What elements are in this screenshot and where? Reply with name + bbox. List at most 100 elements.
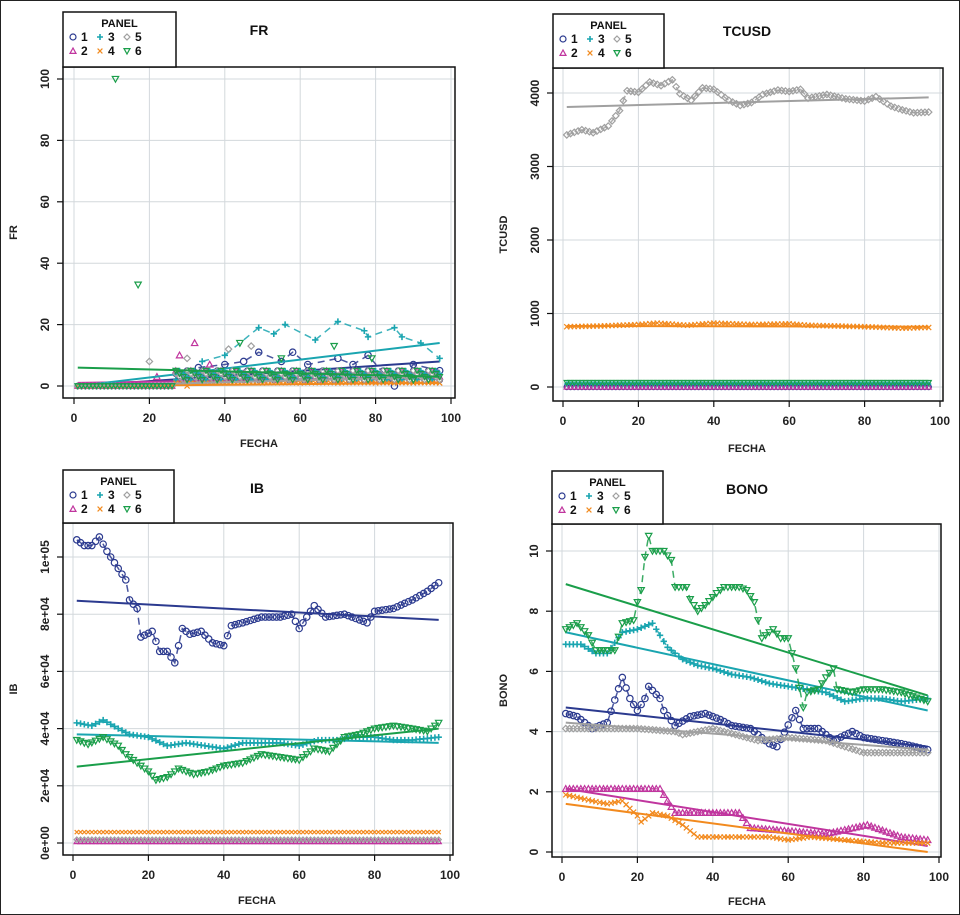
data-point bbox=[168, 829, 174, 835]
data-point bbox=[111, 75, 120, 84]
data-point bbox=[585, 645, 592, 653]
smooth-line bbox=[198, 351, 440, 388]
data-point bbox=[717, 90, 726, 99]
data-point bbox=[243, 829, 249, 835]
data-point bbox=[160, 740, 167, 748]
data-point bbox=[704, 598, 714, 606]
data-point bbox=[747, 379, 756, 387]
data-point bbox=[672, 82, 681, 91]
regression-line bbox=[77, 375, 440, 387]
data-point bbox=[853, 379, 861, 387]
data-point bbox=[852, 729, 860, 738]
data-point bbox=[902, 379, 910, 387]
data-point bbox=[216, 640, 224, 649]
legend-label: 1 bbox=[81, 30, 88, 44]
series-5 bbox=[562, 75, 933, 139]
data-point bbox=[817, 680, 827, 688]
data-point bbox=[825, 669, 834, 678]
legend-label: 6 bbox=[625, 46, 632, 60]
data-point bbox=[394, 377, 403, 384]
data-point bbox=[732, 379, 741, 387]
data-point bbox=[359, 617, 368, 626]
x-tick-label: 60 bbox=[293, 868, 307, 882]
data-point bbox=[119, 829, 125, 835]
data-point bbox=[845, 379, 854, 387]
data-point bbox=[599, 720, 608, 728]
data-point bbox=[238, 618, 247, 627]
data-point bbox=[121, 576, 130, 584]
data-point bbox=[844, 729, 853, 738]
legend-label: 4 bbox=[108, 502, 115, 516]
data-point bbox=[672, 379, 680, 387]
data-point bbox=[99, 540, 107, 548]
data-point bbox=[744, 383, 752, 390]
data-point bbox=[709, 85, 718, 94]
data-point bbox=[130, 829, 136, 835]
legend-entry-4: 4 bbox=[97, 502, 115, 516]
legend-symbol-cross-icon bbox=[97, 506, 103, 512]
data-point bbox=[811, 379, 820, 387]
data-point bbox=[919, 835, 929, 843]
data-point bbox=[712, 589, 721, 598]
data-point bbox=[607, 116, 617, 125]
chart-panel-ib: 0 20 40 60 80 100 0e+00 2e+04 4e+04 6e+04 8e+04 1e+… bbox=[8, 469, 460, 907]
data-point bbox=[864, 383, 872, 390]
data-point bbox=[312, 336, 319, 344]
data-point bbox=[299, 618, 307, 627]
data-point bbox=[349, 829, 355, 835]
data-point bbox=[167, 653, 175, 661]
x-tick-label: 0 bbox=[560, 414, 567, 428]
data-point bbox=[921, 379, 929, 387]
legend-symbol-triangle-up-icon bbox=[557, 505, 567, 514]
legend-symbol-plus-icon bbox=[97, 34, 103, 40]
data-point bbox=[913, 383, 921, 390]
legend-symbol-circle-icon bbox=[69, 491, 77, 499]
data-point bbox=[644, 532, 653, 541]
data-point bbox=[612, 383, 620, 390]
data-point bbox=[678, 730, 687, 739]
series-5 bbox=[561, 721, 932, 757]
legend-entry-1: 1 bbox=[558, 489, 577, 503]
data-point bbox=[788, 713, 796, 722]
data-point bbox=[736, 379, 744, 387]
data-point bbox=[183, 829, 189, 835]
legend-label: 2 bbox=[571, 46, 578, 60]
data-point bbox=[115, 725, 122, 732]
smooth-line bbox=[202, 320, 441, 363]
data-layer bbox=[72, 533, 443, 845]
data-point bbox=[122, 383, 131, 391]
data-point bbox=[917, 379, 925, 387]
legend-symbol-diamond-icon bbox=[613, 35, 621, 43]
data-point bbox=[634, 383, 643, 390]
series-1 bbox=[72, 533, 443, 667]
legend-label: 2 bbox=[81, 44, 88, 58]
data-point bbox=[73, 383, 82, 391]
data-point bbox=[208, 638, 217, 647]
data-point bbox=[773, 742, 781, 751]
data-point bbox=[397, 601, 405, 609]
legend-entry-2: 2 bbox=[558, 46, 578, 60]
legend-label: 3 bbox=[597, 489, 604, 503]
data-point bbox=[917, 383, 925, 390]
data-point bbox=[288, 377, 297, 384]
data-point bbox=[770, 383, 778, 390]
data-point bbox=[753, 824, 763, 832]
data-point bbox=[127, 829, 133, 835]
data-point bbox=[776, 734, 785, 743]
series-3 bbox=[562, 620, 931, 712]
data-point bbox=[644, 682, 653, 691]
data-point bbox=[614, 684, 623, 693]
data-point bbox=[659, 706, 668, 715]
x-tick-label: 60 bbox=[782, 870, 796, 884]
data-point bbox=[693, 608, 702, 616]
data-point bbox=[303, 377, 312, 384]
data-point bbox=[717, 383, 725, 390]
data-point bbox=[198, 829, 204, 835]
data-point bbox=[868, 94, 877, 103]
data-point bbox=[110, 558, 119, 567]
data-point bbox=[220, 641, 228, 650]
data-point bbox=[236, 829, 242, 835]
data-point bbox=[300, 829, 306, 835]
data-point bbox=[923, 748, 932, 757]
data-point bbox=[751, 383, 759, 390]
